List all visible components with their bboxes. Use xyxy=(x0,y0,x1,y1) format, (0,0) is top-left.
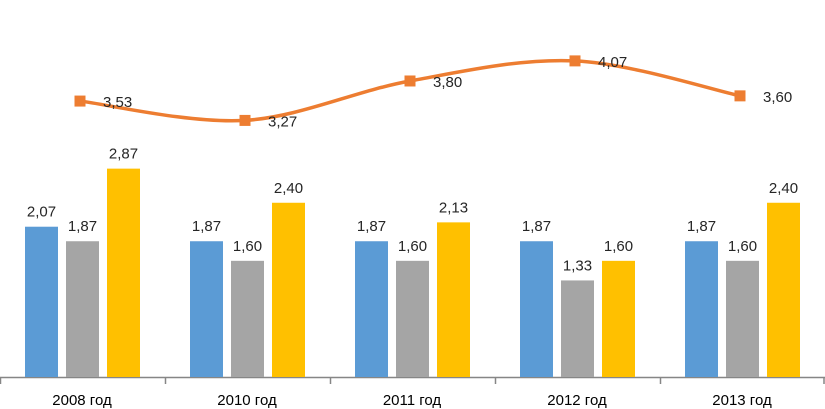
bar-label-2-5: 1,60 xyxy=(728,238,757,255)
bar-2-4 xyxy=(561,280,594,377)
bar-label-2-2: 1,60 xyxy=(233,238,262,255)
category-label-1: 2008 год xyxy=(52,392,112,409)
category-label-5: 2013 год xyxy=(712,392,772,409)
line-marker-4 xyxy=(569,55,581,67)
bar-1-1 xyxy=(25,226,58,377)
bar-label-1-2: 1,87 xyxy=(192,218,221,235)
x-axis-ticks xyxy=(0,377,825,384)
bar-label-2-3: 1,60 xyxy=(398,238,427,255)
category-axis-labels: 2008 год 2010 год 2011 год 2012 год 2013 год xyxy=(52,392,772,409)
bar-label-1-5: 1,87 xyxy=(687,218,716,235)
bar-label-3-4: 1,60 xyxy=(604,238,633,255)
bar-data-labels: 2,07 1,87 1,87 1,87 1,87 1,87 1,60 1,60 1,33 1,60… xyxy=(27,146,798,275)
line-marker-1 xyxy=(74,95,86,107)
bar-3-5 xyxy=(767,202,800,377)
line-markers xyxy=(74,55,746,126)
line-label-5: 3,60 xyxy=(763,89,792,106)
line-label-2: 3,27 xyxy=(268,113,297,130)
bar-3-2 xyxy=(272,202,305,377)
line-marker-5 xyxy=(734,90,746,102)
bar-label-1-4: 1,87 xyxy=(522,218,551,235)
bar-1-4 xyxy=(520,241,553,377)
bar-1-2 xyxy=(190,241,223,377)
line-label-4: 4,07 xyxy=(598,54,627,71)
bar-3-4 xyxy=(602,260,635,377)
category-label-4: 2012 год xyxy=(547,392,607,409)
bar-2-5 xyxy=(726,260,759,377)
bar-2-2 xyxy=(231,260,264,377)
bar-3-1 xyxy=(107,168,140,377)
bar-label-1-1: 2,07 xyxy=(27,204,56,221)
line-label-3: 3,80 xyxy=(433,74,462,91)
bar-1-5 xyxy=(685,241,718,377)
line-label-1: 3,53 xyxy=(103,94,132,111)
bar-label-3-1: 2,87 xyxy=(109,146,138,163)
line-marker-2 xyxy=(239,114,251,126)
bar-2-3 xyxy=(396,260,429,377)
line-data-labels: 3,53 3,27 3,80 4,07 3,60 xyxy=(103,54,792,131)
line-series-4 xyxy=(79,58,741,123)
category-label-2: 2010 год xyxy=(217,392,277,409)
bar-2-1 xyxy=(66,241,99,377)
bar-label-1-3: 1,87 xyxy=(357,218,386,235)
line-marker-3 xyxy=(404,75,416,87)
bar-label-2-1: 1,87 xyxy=(68,218,97,235)
bar-label-2-4: 1,33 xyxy=(563,257,592,274)
bar-label-3-3: 2,13 xyxy=(439,199,468,216)
bar-1-3 xyxy=(355,241,388,377)
bar-series-group xyxy=(25,168,800,377)
bar-3-3 xyxy=(437,222,470,377)
category-label-3: 2011 год xyxy=(383,392,442,409)
bar-label-3-2: 2,40 xyxy=(274,180,303,197)
bar-label-3-5: 2,40 xyxy=(769,180,798,197)
